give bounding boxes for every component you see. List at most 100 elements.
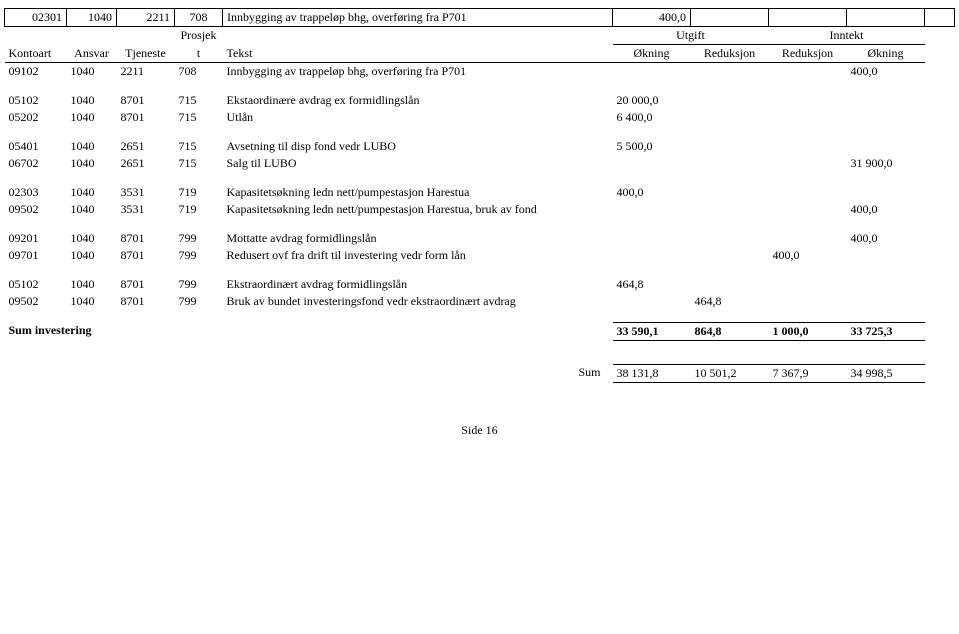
cell: 464,8 xyxy=(613,276,691,293)
sum-final-c8: 34 998,5 xyxy=(847,364,925,382)
cell: Mottatte avdrag formidlingslån xyxy=(223,230,613,247)
page-side-label: Side xyxy=(461,423,482,437)
cell: 1040 xyxy=(67,247,117,264)
cell-okning: 400,0 xyxy=(613,9,691,27)
cell: 400,0 xyxy=(847,230,925,247)
page-footer: Side 16 xyxy=(4,423,955,438)
cell: 8701 xyxy=(117,230,175,247)
header-kontoart: Kontoart xyxy=(5,45,67,63)
header-row-1: Prosjek Utgift Inntekt xyxy=(5,27,955,45)
cell: 6 400,0 xyxy=(613,109,691,126)
cell: 1040 xyxy=(67,92,117,109)
cell: 799 xyxy=(175,293,223,310)
header-utgift: Utgift xyxy=(613,27,769,45)
cell: 708 xyxy=(175,63,223,81)
cell-reduksjon xyxy=(691,9,769,27)
header-tekst: Tekst xyxy=(223,45,613,63)
cell: Ekstraordinært avdrag formidlingslån xyxy=(223,276,613,293)
table-row: 09502 1040 8701 799 Bruk av bundet inves… xyxy=(5,293,955,310)
cell: 400,0 xyxy=(847,201,925,218)
cell: 1040 xyxy=(67,63,117,81)
cell: Utlån xyxy=(223,109,613,126)
budget-table: 02301 1040 2211 708 Innbygging av trappe… xyxy=(4,8,955,383)
cell: 3531 xyxy=(117,184,175,201)
header-reduksjon2: Reduksjon xyxy=(769,45,847,63)
cell: 799 xyxy=(175,230,223,247)
cell-kontoart: 02301 xyxy=(5,9,67,27)
cell: 09102 xyxy=(5,63,67,81)
cell: 799 xyxy=(175,247,223,264)
cell: 31 900,0 xyxy=(847,155,925,172)
cell: Kapasitetsøkning ledn nett/pumpestasjon … xyxy=(223,184,613,201)
cell: 8701 xyxy=(117,247,175,264)
table-row: 09201 1040 8701 799 Mottatte avdrag form… xyxy=(5,230,955,247)
table-row: 05401 1040 2651 715 Avsetning til disp f… xyxy=(5,138,955,155)
header-prosjekt: Prosjek xyxy=(175,27,223,45)
cell: 400,0 xyxy=(613,184,691,201)
cell: Ekstaordinære avdrag ex formidlingslån xyxy=(223,92,613,109)
table-row: 06702 1040 2651 715 Salg til LUBO 31 900… xyxy=(5,155,955,172)
cell-prosjekt: 708 xyxy=(175,9,223,27)
cell: 719 xyxy=(175,184,223,201)
cell: 719 xyxy=(175,201,223,218)
cell: 400,0 xyxy=(847,63,925,81)
cell-reduksjon2 xyxy=(769,9,847,27)
sum-inv-reduksjon2: 1 000,0 xyxy=(769,322,847,340)
cell-tekst: Innbygging av trappeløp bhg, overføring … xyxy=(223,9,613,27)
cell: 8701 xyxy=(117,293,175,310)
cell: Kapasitetsøkning ledn nett/pumpestasjon … xyxy=(223,201,613,218)
cell: 3531 xyxy=(117,201,175,218)
cell: Avsetning til disp fond vedr LUBO xyxy=(223,138,613,155)
cell: 09701 xyxy=(5,247,67,264)
cell: 2211 xyxy=(117,63,175,81)
cell: 715 xyxy=(175,109,223,126)
table-row: 02301 1040 2211 708 Innbygging av trappe… xyxy=(5,9,955,27)
cell: 05202 xyxy=(5,109,67,126)
table-row: 05102 1040 8701 715 Ekstaordinære avdrag… xyxy=(5,92,955,109)
header-prosjekt-suffix: t xyxy=(175,45,223,63)
cell: 1040 xyxy=(67,293,117,310)
sum-final-c7: 7 367,9 xyxy=(769,364,847,382)
cell-extra xyxy=(925,9,955,27)
sum-investering-row: Sum investering 33 590,1 864,8 1 000,0 3… xyxy=(5,322,955,340)
cell: 715 xyxy=(175,138,223,155)
cell: 715 xyxy=(175,92,223,109)
header-row-2: Kontoart Ansvar Tjeneste t Tekst Økning … xyxy=(5,45,955,63)
table-row: 09502 1040 3531 719 Kapasitetsøkning led… xyxy=(5,201,955,218)
cell: Redusert ovf fra drift til investering v… xyxy=(223,247,613,264)
sum-final-c5: 38 131,8 xyxy=(613,364,691,382)
table-row: 09701 1040 8701 799 Redusert ovf fra dri… xyxy=(5,247,955,264)
cell: 05401 xyxy=(5,138,67,155)
table-row: 09102 1040 2211 708 Innbygging av trappe… xyxy=(5,63,955,81)
cell: 05102 xyxy=(5,92,67,109)
header-inntekt: Inntekt xyxy=(769,27,925,45)
header-tjeneste: Tjeneste xyxy=(117,45,175,63)
cell: 09502 xyxy=(5,293,67,310)
cell: 09502 xyxy=(5,201,67,218)
cell: 715 xyxy=(175,155,223,172)
cell: 1040 xyxy=(67,109,117,126)
cell: 06702 xyxy=(5,155,67,172)
cell: 2651 xyxy=(117,138,175,155)
header-okning1: Økning xyxy=(613,45,691,63)
sum-inv-okning2: 33 725,3 xyxy=(847,322,925,340)
table-row: 05102 1040 8701 799 Ekstraordinært avdra… xyxy=(5,276,955,293)
cell: 1040 xyxy=(67,184,117,201)
cell: 05102 xyxy=(5,276,67,293)
sum-inv-okning: 33 590,1 xyxy=(613,322,691,340)
cell: 8701 xyxy=(117,109,175,126)
cell: 1040 xyxy=(67,155,117,172)
cell: 2651 xyxy=(117,155,175,172)
cell-tjeneste: 2211 xyxy=(117,9,175,27)
cell: 8701 xyxy=(117,276,175,293)
table-row: 05202 1040 8701 715 Utlån 6 400,0 xyxy=(5,109,955,126)
cell: 02303 xyxy=(5,184,67,201)
cell: 1040 xyxy=(67,201,117,218)
page-number: 16 xyxy=(486,423,498,437)
cell: 799 xyxy=(175,276,223,293)
cell: 09201 xyxy=(5,230,67,247)
header-ansvar: Ansvar xyxy=(67,45,117,63)
cell: 8701 xyxy=(117,92,175,109)
cell: Bruk av bundet investeringsfond vedr eks… xyxy=(223,293,613,310)
cell: 1040 xyxy=(67,276,117,293)
